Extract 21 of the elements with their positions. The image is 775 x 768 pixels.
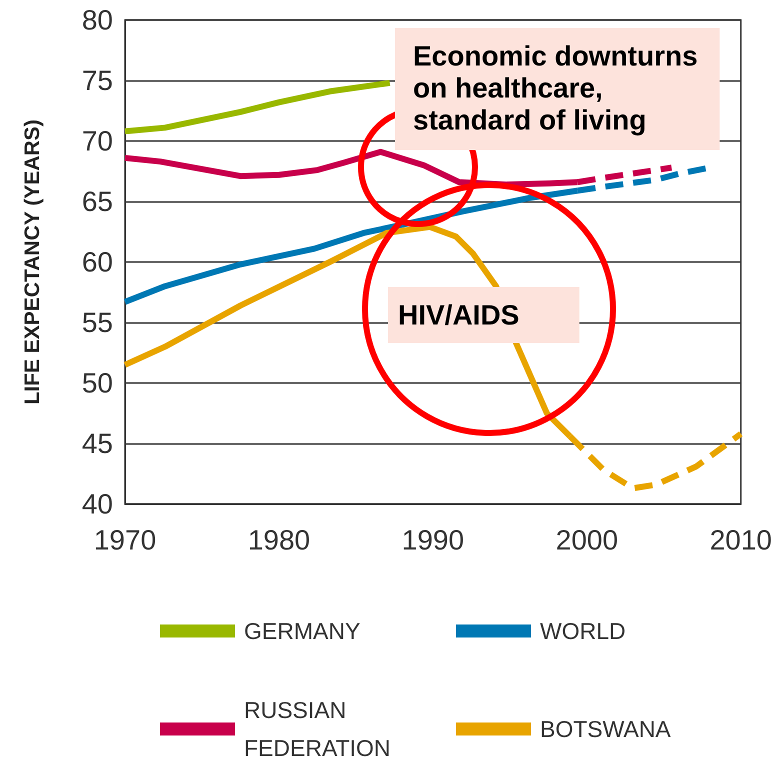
legend-label: GERMANY	[244, 618, 360, 644]
x-tick-label: 1990	[402, 524, 464, 556]
y-tick-label: 45	[82, 428, 113, 459]
y-tick-label: 65	[82, 186, 113, 217]
legend-label: WORLD	[540, 618, 626, 644]
y-tick-label: 40	[82, 488, 113, 520]
y-tick-label: 80	[82, 4, 113, 36]
y-tick-label: 75	[82, 65, 113, 96]
y-tick-label: 55	[82, 307, 113, 338]
legend-label: BOTSWANA	[540, 716, 672, 742]
y-tick-label: 60	[82, 246, 113, 278]
annotation: Economic downturns on healthcare, standard of living	[413, 40, 698, 136]
y-tick-label: 50	[82, 368, 113, 398]
legend-label: RUSSIAN FEDERATION	[244, 697, 391, 761]
y-axis-title: LIFE EXPECTANCY (YEARS)	[21, 119, 44, 405]
x-tick-label: 2010	[710, 524, 772, 556]
y-tick-label: 70	[82, 126, 113, 156]
x-tick-label: 1970	[94, 524, 156, 556]
x-tick-label: 1980	[248, 524, 310, 556]
annotation: HIV/AIDS	[398, 300, 520, 330]
x-tick-label: 2000	[556, 524, 618, 556]
